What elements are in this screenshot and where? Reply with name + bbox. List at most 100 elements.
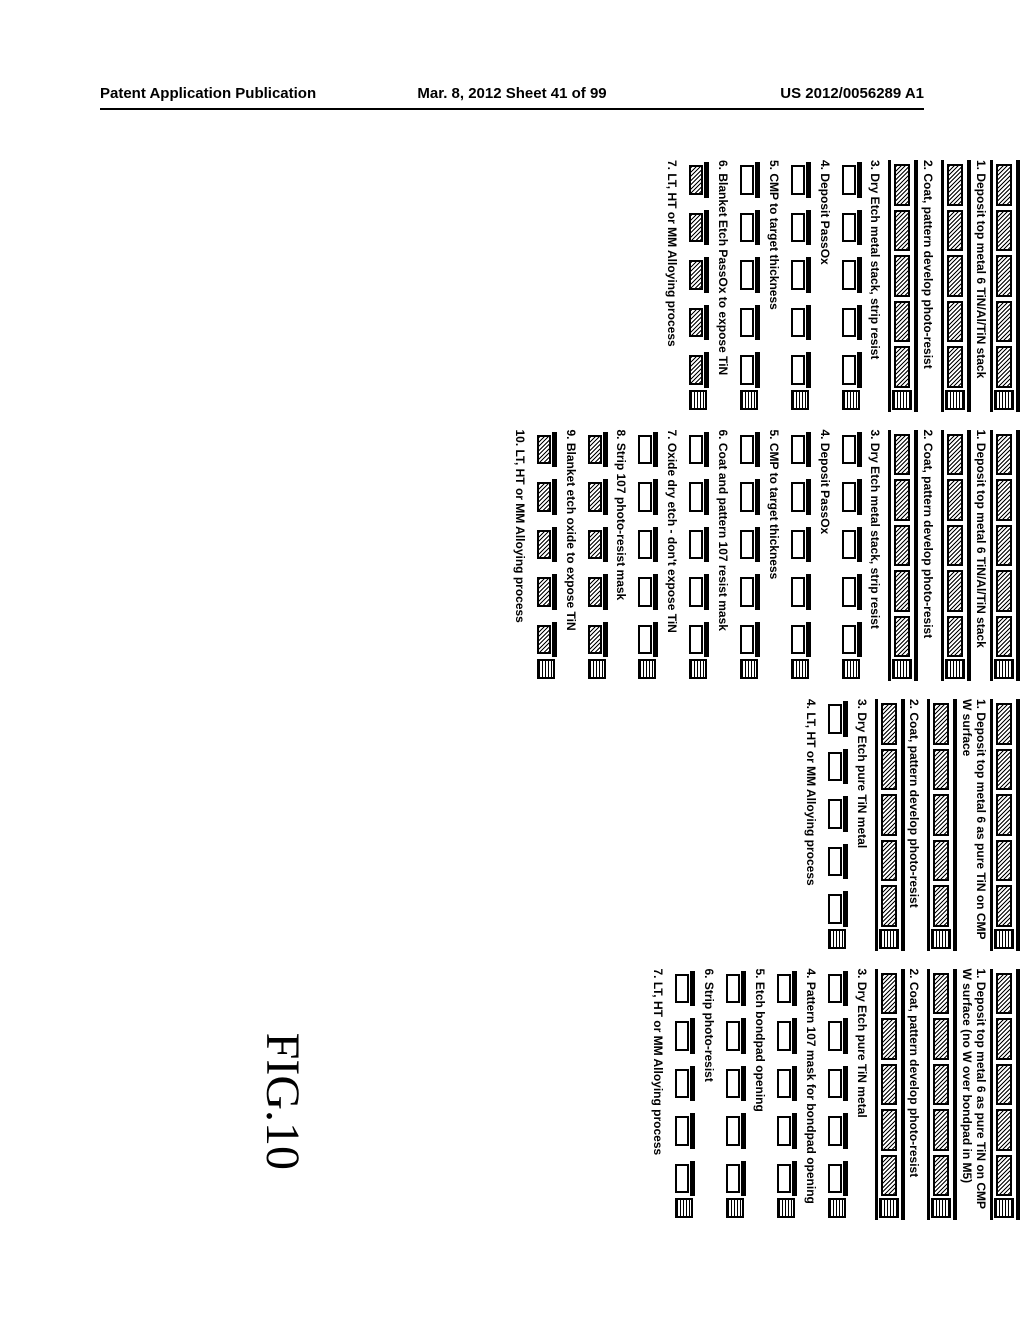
schematic-cell (689, 257, 709, 293)
step-caption: 2. Coat, pattern develop photo-resist (907, 699, 921, 951)
step-caption: 6. Coat and pattern 107 resist mask (715, 430, 729, 682)
schematic-cell (740, 432, 760, 468)
schematic-cell (828, 1066, 848, 1102)
step-caption: 4. LT, HT or MM Alloying process (803, 699, 817, 951)
schematic-cell (881, 703, 897, 745)
schematic-cell (947, 479, 963, 521)
schematic-cell (894, 301, 910, 343)
schematic-isolated (722, 969, 750, 1221)
schematic-cell (996, 301, 1012, 343)
schematic-cell (894, 525, 910, 567)
schematic-isolated (787, 430, 815, 682)
schematic-cell (881, 794, 897, 836)
schematic-cell (933, 1018, 949, 1060)
schematic-cell (828, 1018, 848, 1054)
schematic-isolated (584, 430, 612, 682)
schematic-cell (996, 840, 1012, 882)
schematic-cell (842, 352, 862, 388)
process-step: 1. Deposit top metal 6 as pure TiN on CM… (925, 969, 988, 1221)
schematic-cell (689, 162, 709, 198)
schematic-cell (933, 840, 949, 882)
schematic-cell (828, 1113, 848, 1149)
schematic-cell (881, 885, 897, 927)
schematic-cell (638, 574, 658, 610)
schematic-cell (947, 616, 963, 658)
schematic-cell (947, 434, 963, 476)
schematic-isolated (685, 430, 713, 682)
schematic-continuous (875, 699, 905, 951)
schematic-cell (588, 527, 608, 563)
schematic-cell (689, 479, 709, 515)
schematic-continuous (875, 969, 905, 1221)
schematic-cell (791, 479, 811, 515)
process-column: b. Masked step etch1. Deposit top metal … (506, 430, 1024, 682)
schematic-cell (996, 210, 1012, 252)
schematic-cell (689, 432, 709, 468)
schematic-cell (777, 971, 797, 1007)
step-caption: 5. CMP to target thickness (766, 430, 780, 682)
schematic-cell (828, 971, 848, 1007)
schematic-cell (537, 527, 557, 563)
schematic-cell (588, 622, 608, 658)
schematic-cell (947, 164, 963, 206)
schematic-cell (842, 305, 862, 341)
step-caption: 1. Deposit top metal 6 TiN/Al/TiN stack (973, 160, 987, 412)
schematic-cell (791, 622, 811, 658)
publication-label: Patent Application Publication (100, 85, 375, 102)
schematic-isolated (824, 699, 852, 951)
process-step: 2. Coat, pattern develop photo-resist (873, 699, 922, 951)
schematic-cell (740, 210, 760, 246)
schematic-cell (947, 346, 963, 388)
schematic-cell (537, 622, 557, 658)
schematic-cell (996, 1155, 1012, 1197)
process-step: 3. Dry Etch metal stack, strip resist (836, 430, 883, 682)
schematic-continuous (990, 969, 1020, 1221)
schematic-isolated (634, 430, 662, 682)
schematic-cell (777, 1066, 797, 1102)
header-rule (100, 108, 924, 110)
schematic-isolated (824, 969, 852, 1221)
schematic-cell (933, 1064, 949, 1106)
schematic-cell (842, 257, 862, 293)
schematic-cell (791, 162, 811, 198)
schematic-continuous (888, 430, 918, 682)
process-step: 5. CMP to target thickness (734, 430, 781, 682)
schematic-cell (828, 796, 848, 832)
step-caption: 4. Deposit PassOx (817, 430, 831, 682)
process-step: 1. Deposit top metal 6 as pure TiN on CM… (925, 699, 988, 951)
process-step: 4. Deposit PassOx (785, 430, 832, 682)
schematic-cell (933, 1155, 949, 1197)
schematic-cell (791, 257, 811, 293)
step-caption: 5. Etch bondpad opening (752, 969, 766, 1221)
process-column: Pure TiN1. Deposit top metal 6 as pure T… (797, 699, 1024, 951)
process-step: 7. LT, HT or MM Alloying process (662, 160, 679, 412)
process-step: 1. Deposit top metal 6 TiN/Al/TiN stack (939, 430, 988, 682)
schematic-cell (894, 210, 910, 252)
schematic-cell (933, 973, 949, 1015)
schematic-cell (675, 1066, 695, 1102)
schematic-cell (996, 164, 1012, 206)
schematic-cell (689, 527, 709, 563)
schematic-cell (828, 701, 848, 737)
schematic-isolated (736, 430, 764, 682)
schematic-cell (842, 527, 862, 563)
process-step: 7. Oxide dry etch - don't expose TiN (632, 430, 679, 682)
schematic-cell (638, 479, 658, 515)
process-step: 3. Dry Etch pure TiN metal (822, 699, 869, 951)
schematic-cell (947, 570, 963, 612)
step-caption: 10. LT, HT or MM Alloying process (512, 430, 526, 682)
step-caption: 7. Oxide dry etch - don't expose TiN (664, 430, 678, 682)
sheet-number: Mar. 8, 2012 Sheet 41 of 99 (375, 85, 650, 102)
schematic-cell (881, 1064, 897, 1106)
schematic-cell (881, 1018, 897, 1060)
schematic-cell (996, 794, 1012, 836)
step-caption: 4. Deposit PassOx (817, 160, 831, 412)
schematic-cell (791, 210, 811, 246)
schematic-cell (894, 479, 910, 521)
schematic-cell (996, 1109, 1012, 1151)
step-caption: 9. Blanket etch oxide to expose TiN (563, 430, 577, 682)
process-step: 8. Strip 107 photo-resist mask (582, 430, 629, 682)
schematic-cell (881, 1155, 897, 1197)
schematic-cell (537, 574, 557, 610)
schematic-cell (842, 432, 862, 468)
